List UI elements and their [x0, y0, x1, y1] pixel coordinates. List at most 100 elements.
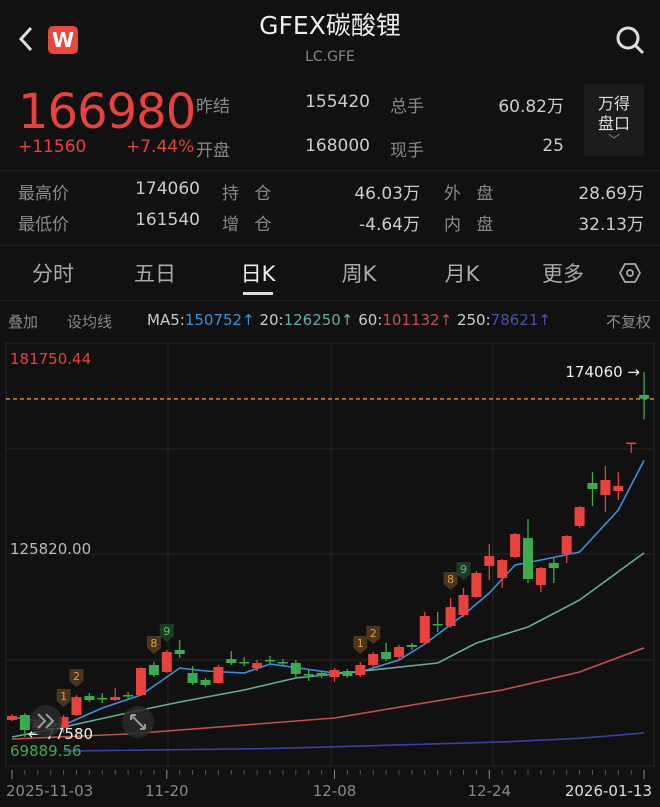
candle-body	[355, 664, 366, 676]
candle	[523, 518, 533, 584]
expand-button[interactable]	[122, 706, 154, 738]
candle	[561, 534, 572, 564]
overlay-button[interactable]: 叠加	[8, 313, 39, 331]
td-sequence-badge: 8	[146, 636, 161, 655]
candle-body	[368, 653, 379, 665]
volume-label: 总手	[390, 97, 424, 117]
adjust-toggle[interactable]: 不复权	[606, 313, 652, 331]
candle	[574, 506, 585, 528]
oi-label: 持 仓	[222, 184, 272, 204]
candle-body	[110, 697, 121, 701]
candle-body	[7, 716, 17, 721]
candle	[252, 660, 263, 672]
high-label: 最高价	[18, 184, 69, 204]
candle	[419, 612, 430, 645]
candle-body	[265, 660, 275, 662]
td-badge-shape	[353, 636, 368, 655]
candle-body	[523, 538, 533, 580]
ma5-label: MA5:	[147, 311, 185, 329]
tab-weekly-k[interactable]: 周K	[341, 262, 377, 286]
tab-daily-k[interactable]: 日K	[240, 262, 276, 286]
active-tab-underline	[243, 292, 273, 295]
candle	[535, 567, 546, 593]
td-badge-shape	[159, 624, 174, 643]
back-chevron-icon[interactable]	[16, 24, 36, 54]
candle-body	[342, 671, 353, 676]
td-badge-shape	[443, 571, 458, 590]
candle-body	[84, 696, 95, 701]
candle-body	[419, 615, 430, 643]
wind-logo: W	[48, 26, 78, 54]
tab-five-day[interactable]: 五日	[134, 262, 176, 286]
low-label: 最低价	[18, 215, 69, 235]
change-pct: +7.44%	[126, 137, 195, 157]
candle	[445, 597, 456, 629]
scroll-button[interactable]	[30, 705, 62, 737]
candle-body	[626, 442, 637, 445]
cur-vol-label: 现手	[390, 141, 424, 161]
open-label: 开盘	[196, 141, 230, 161]
candle-body	[406, 644, 417, 647]
td-badge-shape	[456, 562, 471, 581]
td-badge-shape	[69, 669, 84, 688]
td-badge-shape	[56, 689, 71, 708]
high: 174060	[135, 179, 200, 199]
x-tick-label: 12-08	[313, 782, 357, 800]
candle	[381, 642, 392, 662]
candle	[239, 657, 250, 667]
candle-body	[458, 594, 469, 616]
candle-body	[136, 668, 146, 696]
tab-intraday[interactable]: 分时	[32, 262, 74, 286]
candle	[97, 693, 108, 703]
candle-body	[174, 650, 185, 654]
candle	[613, 471, 624, 501]
candle	[368, 651, 379, 667]
td-sequence-badge: 2	[69, 669, 84, 688]
candle	[71, 695, 82, 717]
candle	[587, 471, 598, 507]
x-tick-label: 2025-11-03	[6, 782, 93, 800]
candle-body	[19, 715, 30, 730]
ma60-value: 101132↑	[382, 311, 453, 329]
tab-monthly-k[interactable]: 月K	[444, 262, 480, 286]
candle	[200, 678, 211, 688]
td-sequence-badge: 1	[353, 636, 368, 655]
candle-body	[445, 607, 456, 627]
symbol-code: LC.GFE	[305, 49, 355, 65]
open: 168000	[305, 136, 370, 156]
candle-body	[303, 673, 314, 676]
candle-body	[548, 563, 559, 568]
wind-orderbook-button[interactable]: 万得盘口 ﹀	[584, 84, 644, 156]
candle-body	[329, 669, 340, 678]
candle-body	[226, 659, 237, 663]
set-ma-button[interactable]: 设均线	[67, 313, 113, 331]
candle-body	[587, 482, 598, 490]
candle	[626, 442, 637, 454]
candle-body	[97, 698, 108, 700]
inner: 32.13万	[578, 215, 644, 235]
open-interest: 46.03万	[354, 184, 420, 204]
candle	[394, 644, 404, 660]
candle-body	[471, 573, 482, 598]
change: +11560	[18, 137, 87, 157]
x-tick-label: 11-20	[145, 782, 189, 800]
candle-body	[394, 646, 404, 658]
td-badge-label: 8	[150, 637, 157, 650]
candle-body	[561, 536, 572, 555]
cur-vol: 25	[542, 136, 564, 156]
td-sequence-badge: 9	[456, 562, 471, 581]
prev-settle-label: 昨结	[196, 97, 230, 117]
hexagon-gear-icon[interactable]	[619, 262, 641, 284]
candle	[148, 662, 159, 678]
candle	[600, 466, 611, 512]
candle-body	[58, 716, 69, 728]
search-icon[interactable]	[614, 24, 646, 56]
candle-body	[277, 662, 288, 664]
candle-body	[252, 662, 263, 669]
tab-more[interactable]: 更多	[542, 262, 584, 286]
expand-arrows-icon	[130, 714, 146, 730]
x-tick-label: 12-24	[468, 782, 512, 800]
ma5-line	[11, 459, 645, 726]
candle-body	[200, 680, 211, 685]
